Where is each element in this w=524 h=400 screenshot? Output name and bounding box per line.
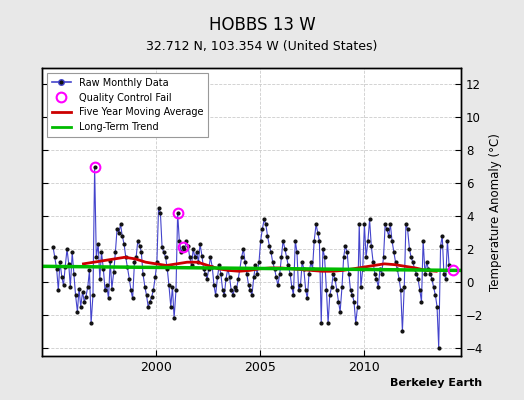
Y-axis label: Temperature Anomaly (°C): Temperature Anomaly (°C) bbox=[489, 133, 502, 291]
Text: Berkeley Earth: Berkeley Earth bbox=[390, 378, 482, 388]
Text: 32.712 N, 103.354 W (United States): 32.712 N, 103.354 W (United States) bbox=[146, 40, 378, 53]
Text: HOBBS 13 W: HOBBS 13 W bbox=[209, 16, 315, 34]
Legend: Raw Monthly Data, Quality Control Fail, Five Year Moving Average, Long-Term Tren: Raw Monthly Data, Quality Control Fail, … bbox=[47, 73, 208, 137]
